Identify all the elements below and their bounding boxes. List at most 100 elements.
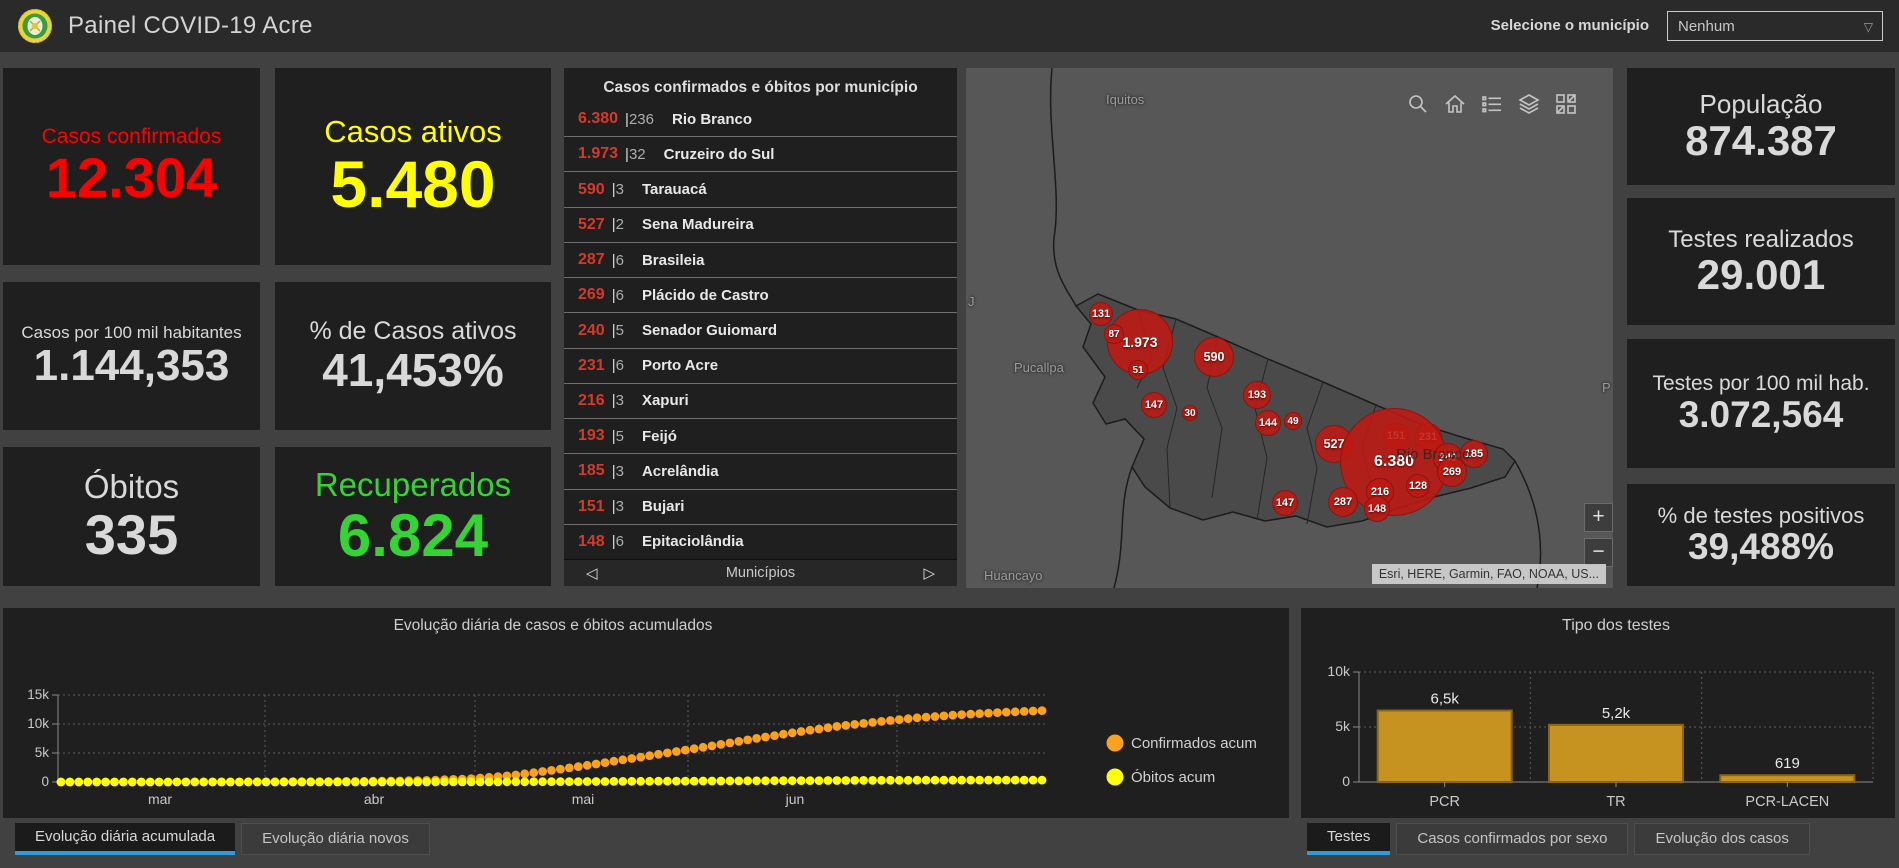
stat-panel-pct-casos-ativos: % de Casos ativos 41,453% (275, 282, 551, 430)
municipality-name: Cruzeiro do Sul (663, 145, 775, 163)
next-page-icon[interactable]: ▷ (923, 565, 935, 582)
case-bubble-590[interactable]: 590 (1194, 337, 1234, 377)
layers-icon[interactable] (1517, 92, 1541, 116)
acre-coat-of-arms-logo (16, 7, 54, 45)
case-bubble-128[interactable]: 128 (1406, 474, 1430, 498)
basemap-icon[interactable] (1554, 92, 1578, 116)
separator: | (611, 498, 616, 516)
stat-value: 12.304 (45, 146, 218, 210)
confirmed-count: 231 (578, 356, 605, 374)
separator: | (611, 427, 616, 445)
municipality-row-placido-de-castro[interactable]: 269 | 6 Plácido de Castro (564, 277, 957, 312)
municipality-row-brasileia[interactable]: 287 | 6 Brasileia (564, 241, 957, 277)
tab-evolucao-diaria-novos[interactable]: Evolução diária novos (241, 823, 430, 855)
case-bubble-147[interactable]: 147 (1141, 392, 1167, 418)
x-tick-label: mai (572, 791, 595, 807)
page-title: Painel COVID-19 Acre (68, 12, 313, 39)
municipality-row-porto-acre[interactable]: 231 | 6 Porto Acre (564, 347, 957, 383)
stat-panel-testes-100mil: Testes por 100 mil hab. 3.072,564 (1627, 339, 1895, 468)
map-city-label-p: P (1602, 380, 1611, 395)
case-bubble-269[interactable]: 269 (1437, 457, 1467, 487)
case-bubble-193[interactable]: 193 (1243, 381, 1271, 409)
municipality-row-feijo[interactable]: 193 | 5 Feijó (564, 418, 957, 453)
prev-page-icon[interactable]: ◁ (586, 565, 598, 582)
separator: | (625, 110, 629, 128)
zoom-in-button[interactable]: + (1584, 503, 1613, 532)
stat-value: 1.144,353 (33, 340, 230, 390)
stat-label: Recuperados (314, 466, 512, 504)
municipality-row-senador-guiomard[interactable]: 240 | 5 Senador Guiomard (564, 312, 957, 347)
daily-evolution-chart: Evolução diária de casos e óbitos acumul… (27, 617, 1257, 807)
tab-casos-confirmados-por-sexo[interactable]: Casos confirmados por sexo (1396, 823, 1629, 855)
deaths-count: 6 (615, 533, 624, 551)
stat-label: População (1699, 88, 1823, 119)
municipality-row-rio-branco[interactable]: 6.380 | 236 Rio Branco (564, 102, 957, 136)
municipality-name: Porto Acre (641, 357, 719, 375)
home-icon[interactable] (1443, 92, 1467, 116)
separator: | (611, 322, 616, 340)
bar-pcr[interactable] (1376, 709, 1513, 783)
tab-evolucao-dos-casos[interactable]: Evolução dos casos (1634, 823, 1810, 855)
tab-testes[interactable]: Testes (1307, 823, 1391, 855)
map-toolbar (1406, 92, 1578, 116)
stat-panel-testes-realizados: Testes realizados 29.001 (1627, 198, 1895, 325)
stat-label: % de testes positivos (1657, 502, 1865, 528)
separator: | (611, 251, 616, 269)
map-city-label-rio-branco: Rio Branco (1396, 446, 1471, 463)
case-bubble-87[interactable]: 87 (1104, 324, 1124, 344)
stat-value: 874.387 (1685, 117, 1837, 165)
test-type-chart: Tipo dos testes 0 5k 10k 6,5k PCR 5,2k TR 619 PCR… (1327, 617, 1874, 810)
municipality-name: Feijó (641, 427, 677, 445)
case-bubble-147[interactable]: 147 (1272, 490, 1298, 516)
separator: | (611, 533, 616, 551)
series-confirmados-acum (56, 706, 1047, 787)
deaths-count: 3 (615, 392, 624, 410)
municipality-list-panel: Casos confirmados e óbitos por município… (564, 68, 957, 586)
municipality-select-value: Nenhum (1678, 18, 1735, 35)
municipality-row-bujari[interactable]: 151 | 3 Bujari (564, 488, 957, 524)
deaths-count: 5 (615, 427, 624, 445)
municipality-row-acrelandia[interactable]: 185 | 3 Acrelândia (564, 453, 957, 488)
stat-panel-casos-confirmados: Casos confirmados 12.304 (3, 68, 260, 265)
municipality-select[interactable]: Nenhum ▽ (1667, 11, 1883, 41)
deaths-count: 3 (615, 462, 624, 480)
map-panel[interactable]: 1311.973875159014730193144495271512316.3… (966, 68, 1613, 588)
municipality-name: Xapuri (641, 392, 689, 410)
header-bar: Painel COVID-19 Acre Selecione o municíp… (0, 0, 1899, 52)
case-bubble-131[interactable]: 131 (1089, 302, 1113, 326)
municipality-row-epitaciolandia[interactable]: 148 | 6 Epitaciolândia (564, 523, 957, 559)
separator: | (611, 357, 616, 375)
right-chart-tabbar: Testes Casos confirmados por sexo Evolução… (1307, 823, 1810, 855)
municipality-row-tarauaca[interactable]: 590 | 3 Tarauacá (564, 171, 957, 206)
tab-evolucao-diaria-acumulada[interactable]: Evolução diária acumulada (15, 823, 236, 855)
deaths-count: 6 (615, 357, 624, 375)
municipality-row-sena-madureira[interactable]: 527 | 2 Sena Madureira (564, 206, 957, 242)
case-bubble-49[interactable]: 49 (1284, 412, 1302, 430)
legend-swatch (1106, 768, 1124, 786)
municipality-row-xapuri[interactable]: 216 | 3 Xapuri (564, 382, 957, 418)
zoom-out-button[interactable]: − (1584, 538, 1613, 567)
case-bubble-6.380[interactable]: 6.380 (1340, 408, 1448, 516)
y-tick-label: 10k (27, 716, 49, 731)
deaths-count: 5 (615, 322, 624, 340)
case-bubble-148[interactable]: 148 (1364, 496, 1390, 522)
stat-panel-casos-ativos: Casos ativos 5.480 (275, 68, 551, 265)
case-bubble-51[interactable]: 51 (1128, 360, 1148, 380)
legend-icon[interactable] (1480, 92, 1504, 116)
deaths-count: 236 (628, 110, 654, 128)
stat-label: Casos ativos (324, 114, 502, 150)
legend-label: Óbitos acum (1131, 769, 1215, 786)
stat-label: Casos por 100 mil habitantes (21, 323, 242, 343)
case-bubble-30[interactable]: 30 (1182, 405, 1198, 421)
case-bubble-144[interactable]: 144 (1255, 410, 1281, 436)
map-city-label-huancayo: Huancayo (984, 568, 1043, 583)
municipality-row-cruzeiro-do-sul[interactable]: 1.973 | 32 Cruzeiro do Sul (564, 136, 957, 171)
y-tick-label: 5k (1335, 718, 1351, 734)
search-icon[interactable] (1406, 92, 1430, 116)
bar-tr[interactable] (1548, 723, 1684, 784)
chevron-down-icon: ▽ (1863, 20, 1873, 34)
bar-pcr-lacen[interactable] (1719, 774, 1856, 783)
case-bubble-287[interactable]: 287 (1328, 487, 1358, 517)
deaths-count: 6 (615, 286, 624, 304)
x-tick-label: mar (148, 791, 172, 807)
